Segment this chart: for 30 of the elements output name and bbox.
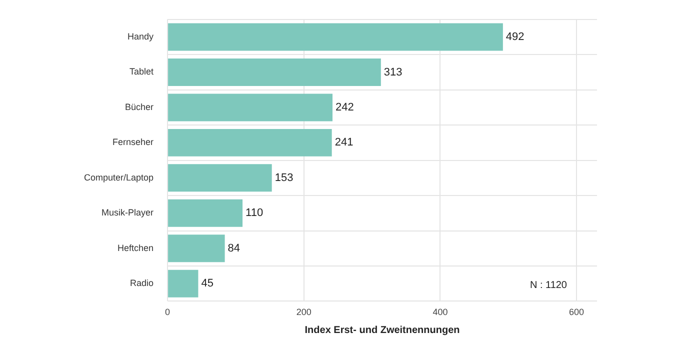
annotation: N : 1120 (530, 280, 568, 291)
data-label: 153 (274, 172, 294, 184)
x-axis-title: Index Erst- und Zweitnennungen (304, 324, 460, 336)
data-label: 242 (336, 101, 354, 114)
bar (168, 128, 332, 156)
data-label: 84 (228, 242, 240, 254)
x-tick-label: 200 (296, 307, 312, 318)
x-tick-label: 400 (432, 307, 448, 318)
data-label: 241 (334, 136, 354, 149)
y-tick-label: Computer/Laptop (84, 172, 154, 182)
y-tick-label: Handy (128, 31, 154, 42)
bar (168, 234, 225, 262)
data-label: 110 (246, 207, 264, 220)
y-tick-label: Fernseher (112, 137, 154, 148)
y-tick-label: Musik-Player (102, 208, 154, 218)
y-tick-label: Heftchen (118, 242, 154, 253)
data-label: 45 (201, 278, 214, 290)
x-tick-label: 600 (569, 307, 584, 318)
x-tick-label: 0 (165, 307, 170, 318)
bar (168, 58, 381, 86)
bar (168, 23, 503, 51)
bar (168, 270, 198, 298)
bar (168, 164, 272, 192)
data-label: 492 (506, 31, 524, 44)
bar (168, 199, 243, 227)
y-tick-label: Bücher (125, 102, 154, 112)
y-tick-label: Radio (130, 278, 154, 288)
data-label: 313 (384, 66, 402, 78)
y-tick-label: Tablet (130, 66, 154, 77)
bar (168, 94, 333, 122)
